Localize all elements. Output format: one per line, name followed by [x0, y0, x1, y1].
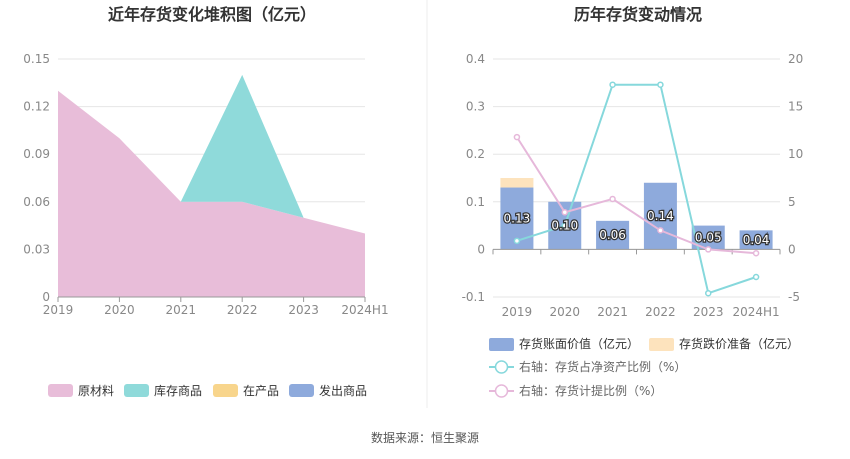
- left-legend-swatch: [48, 384, 73, 397]
- left-x-tick-label: 2023: [288, 303, 319, 317]
- area-库存商品: [58, 74, 365, 234]
- left-legend-label: 发出商品: [319, 383, 367, 398]
- bar-value-label: 0.10: [551, 219, 578, 233]
- right-chart: -0.1 0 0.1 0.2 0.3 0.4 -5 0 5 10 15 20 2019 2020 2021 2…: [462, 52, 804, 319]
- right-right-y-tick-label: -5: [788, 290, 800, 304]
- right-legend-swatch-impairment: [649, 338, 674, 351]
- right-x-tick-label: 2024H1: [732, 305, 779, 319]
- right-legend-label: 存货账面价值（亿元）: [519, 336, 639, 351]
- bar-book-value: [739, 230, 773, 250]
- right-right-y-tick-label: 15: [788, 100, 803, 114]
- left-chart: 0 0.03 0.06 0.09 0.12 0.15 2019 2020 2021 2022 202…: [23, 52, 388, 317]
- bar-value-label: 0.13: [504, 211, 531, 225]
- left-y-tick-label: 0.06: [23, 195, 50, 209]
- right-left-y-tick-label: 0.2: [466, 147, 485, 161]
- source-text: 数据来源：恒生聚源: [371, 430, 479, 445]
- left-x-tick-label: 2020: [104, 303, 135, 317]
- left-x-tick-label: 2022: [227, 303, 258, 317]
- right-legend: 存货账面价值（亿元） 存货跌价准备（亿元） 右轴：存货占净资产比例（%） 右轴：存货计…: [489, 336, 799, 398]
- left-y-tick-label: 0.09: [23, 147, 50, 161]
- line-point-1: [657, 81, 664, 88]
- left-chart-title: 近年存货变化堆积图（亿元）: [108, 5, 316, 24]
- bar-book-value: [691, 225, 725, 250]
- line-point-1: [513, 237, 521, 245]
- bar-book-value: [596, 220, 630, 250]
- right-left-y-tick-label: 0.4: [466, 52, 485, 66]
- right-right-y-tick-label: 0: [788, 242, 796, 256]
- left-x-tick-label: 2019: [43, 303, 74, 317]
- right-legend-label: 存货跌价准备（亿元）: [679, 336, 799, 351]
- right-chart-title: 历年存货变动情况: [574, 5, 702, 24]
- left-x-tick-label: 2021: [166, 303, 197, 317]
- line-point-1: [705, 289, 712, 297]
- right-legend-label: 右轴：存货计提比例（%）: [519, 383, 662, 398]
- left-legend: 原材料 库存商品 在产品 发出商品: [48, 383, 367, 398]
- right-left-y-tick-label: 0.3: [466, 100, 485, 114]
- line-point-2: [705, 246, 712, 253]
- right-x-tick-label: 2022: [645, 305, 676, 319]
- area-原材料: [58, 90, 365, 297]
- left-y-tick-label: 0.15: [23, 52, 50, 66]
- left-legend-label: 原材料: [78, 384, 114, 398]
- left-x-tick-label: 2024H1: [341, 303, 388, 317]
- right-legend-label: 右轴：存货占净资产比例（%）: [519, 359, 686, 374]
- right-right-y-tick-label: 10: [788, 147, 803, 161]
- left-legend-swatch: [124, 384, 149, 397]
- left-y-tick-label: 0.03: [23, 242, 50, 256]
- right-left-y-tick-label: -0.1: [462, 290, 485, 304]
- left-y-tick-label: 0: [42, 290, 50, 304]
- left-legend-label: 库存商品: [154, 383, 202, 398]
- right-legend-circle-marker: [494, 360, 509, 374]
- right-left-y-tick-label: 0.1: [466, 195, 485, 209]
- bar-value-label: 0.04: [743, 233, 770, 247]
- bar-impairment: [500, 178, 534, 188]
- line-point-2: [752, 249, 760, 257]
- line-series-1: [516, 83, 757, 295]
- left-legend-label: 在产品: [243, 384, 279, 398]
- right-legend-circle-marker: [494, 384, 509, 398]
- line-point-2: [513, 133, 521, 141]
- line-point-2: [657, 227, 664, 234]
- line-point-2: [561, 209, 568, 216]
- bar-value-label: 0.05: [695, 231, 722, 245]
- right-x-tick-label: 2023: [693, 305, 724, 319]
- left-legend-swatch: [213, 384, 238, 397]
- left-legend-swatch: [289, 384, 314, 397]
- line-series-2: [516, 136, 757, 255]
- right-left-y-tick-label: 0: [477, 242, 485, 256]
- line-point-1: [609, 81, 616, 88]
- right-right-y-tick-label: 5: [788, 195, 796, 209]
- line-point-1: [752, 273, 760, 281]
- right-x-tick-label: 2020: [549, 305, 580, 319]
- right-legend-swatch-book-value: [489, 338, 514, 351]
- left-y-tick-label: 0.12: [23, 100, 50, 114]
- bar-value-label: 0.06: [599, 228, 626, 242]
- line-point-2: [609, 195, 616, 203]
- right-x-tick-label: 2021: [597, 305, 628, 319]
- bar-book-value: [643, 182, 677, 250]
- right-x-tick-label: 2019: [502, 305, 533, 319]
- right-right-y-tick-label: 20: [788, 52, 803, 66]
- bar-value-label: 0.14: [647, 209, 674, 223]
- line-point-1: [561, 222, 568, 229]
